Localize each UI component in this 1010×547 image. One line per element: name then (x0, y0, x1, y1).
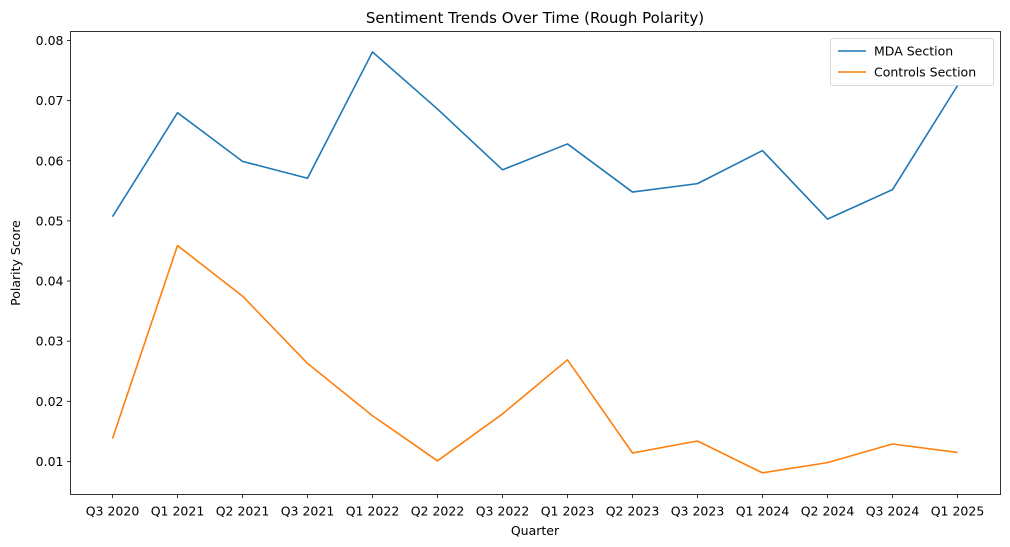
x-tick-label: Q1 2021 (151, 504, 205, 519)
x-tick-label: Q2 2022 (411, 504, 465, 519)
x-axis-title: Quarter (511, 523, 560, 538)
y-tick-label: 0.05 (36, 213, 64, 228)
plot-frame (70, 31, 1001, 495)
x-tick-label: Q1 2025 (931, 504, 985, 519)
y-tick-label: 0.02 (36, 394, 64, 409)
legend-label: MDA Section (874, 44, 953, 59)
x-tick-label: Q2 2024 (801, 504, 855, 519)
y-tick-label: 0.03 (36, 334, 64, 349)
x-tick-label: Q3 2023 (671, 504, 725, 519)
series-line-1 (111, 244, 958, 474)
y-tick-label: 0.06 (36, 153, 64, 168)
x-tick-label: Q3 2020 (86, 504, 140, 519)
y-axis: 0.01 0.02 0.03 0.04 0.05 0.06 0.07 0.08 (36, 33, 71, 469)
x-axis: Q3 2020 Q1 2021 Q2 2021 Q3 2021 Q1 2022 Q2 20… (86, 494, 985, 519)
x-tick-label: Q1 2022 (346, 504, 400, 519)
series-line-0 (111, 51, 959, 220)
x-tick-label: Q3 2021 (281, 504, 335, 519)
y-axis-title: Polarity Score (8, 220, 23, 306)
chart-title: Sentiment Trends Over Time (Rough Polari… (366, 9, 704, 27)
plot-lines (111, 51, 959, 474)
x-tick-label: Q1 2024 (736, 504, 790, 519)
x-tick-label: Q3 2022 (476, 504, 530, 519)
x-tick-label: Q1 2023 (541, 504, 595, 519)
y-tick-label: 0.04 (36, 274, 64, 289)
y-tick-label: 0.07 (36, 93, 64, 108)
x-tick-label: Q3 2024 (866, 504, 920, 519)
y-tick-label: 0.08 (36, 33, 64, 48)
legend-box (830, 38, 994, 86)
x-tick-label: Q2 2023 (606, 504, 660, 519)
x-tick-label: Q2 2021 (216, 504, 270, 519)
legend-label: Controls Section (874, 65, 976, 80)
legend: MDA Section Controls Section (830, 38, 994, 86)
y-tick-label: 0.01 (36, 454, 64, 469)
